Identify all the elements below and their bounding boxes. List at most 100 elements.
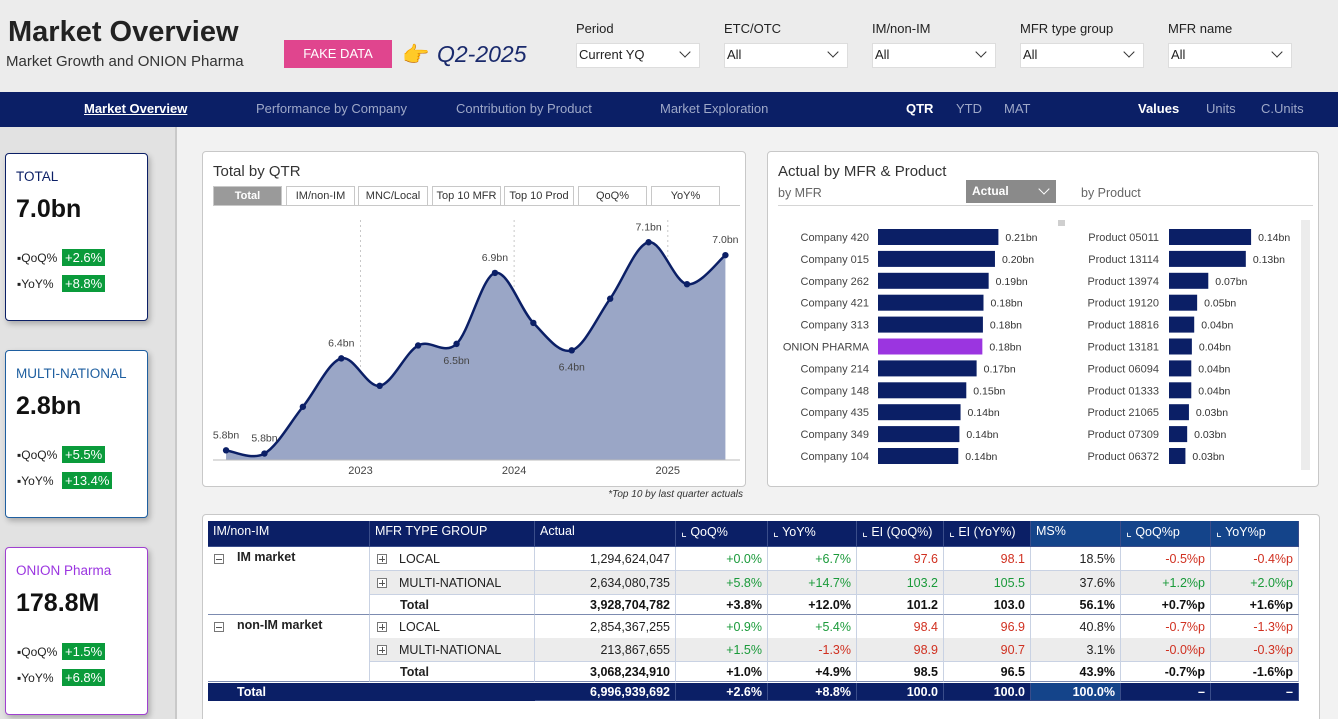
measure-selector[interactable]: [966, 180, 1056, 203]
column-header: ⌞ EI (QoQ%): [857, 521, 944, 547]
row-label: Total: [400, 664, 429, 679]
collapse-icon[interactable]: [214, 554, 224, 564]
group-label: IM market: [237, 550, 296, 564]
trend-line: [225, 241, 727, 458]
data-point: [414, 342, 422, 349]
period-toggle[interactable]: QTR: [906, 101, 934, 116]
scroll-thumb: [1058, 220, 1065, 226]
x-tick-label: 2025: [656, 465, 680, 477]
filter-dropdown[interactable]: [872, 43, 996, 68]
bar: [878, 404, 961, 421]
bar: [878, 250, 995, 267]
filter-value: All: [1023, 47, 1038, 62]
trend-tab[interactable]: IM/non-IM: [286, 186, 355, 205]
kpi-yoy-label: ▪YoY%: [17, 474, 54, 488]
kpi-value: 2.8bn: [16, 392, 82, 420]
table-cell: 103.0: [944, 595, 1031, 615]
table-cell: -1.3%: [768, 638, 857, 662]
kpi-value: 178.8M: [16, 589, 100, 617]
bar-category: Product 01333: [1087, 385, 1159, 397]
bar: [1169, 272, 1209, 289]
data-point: [606, 295, 614, 302]
kpi-qoq-label: ▪QoQ%: [17, 645, 58, 659]
expand-icon[interactable]: [377, 645, 387, 655]
expand-icon[interactable]: [377, 554, 387, 564]
trend-title: Total by QTR: [213, 163, 301, 180]
kpi-qoq-label: ▪QoQ%: [17, 448, 58, 462]
table-cell: 2,634,080,735: [535, 571, 676, 595]
bar: [1169, 426, 1188, 443]
total-label: Total: [237, 685, 266, 699]
type-cell: [370, 662, 535, 682]
data-point: [299, 403, 307, 410]
fake-data-badge: FAKE DATA: [284, 40, 392, 68]
filter-dropdown[interactable]: [724, 43, 848, 68]
table-cell: 103.2: [857, 571, 944, 595]
bar: [878, 316, 983, 333]
filter-dropdown[interactable]: [1168, 43, 1292, 68]
period-toggle[interactable]: YTD: [956, 101, 982, 116]
tab-underline: [213, 205, 740, 206]
bar: [1169, 229, 1252, 245]
table-cell: 96.5: [944, 662, 1031, 682]
filter-dropdown[interactable]: [576, 43, 700, 68]
filter-value: Current YQ: [579, 47, 645, 62]
type-cell: [370, 571, 535, 595]
table-cell: 56.1%: [1031, 595, 1121, 615]
table-cell: 213,867,655: [535, 638, 676, 662]
kpi-yoy-value: +6.8%: [62, 669, 106, 686]
bar-value-label: 0.07bn: [1215, 276, 1247, 288]
bar-category: Company 262: [801, 276, 870, 288]
bar-category: Product 07309: [1087, 429, 1159, 441]
row-label: MULTI-NATIONAL: [399, 575, 502, 590]
bar: [878, 448, 959, 464]
trend-tab[interactable]: YoY%: [651, 186, 720, 205]
data-label: 6.9bn: [482, 252, 508, 264]
trend-tab[interactable]: QoQ%: [578, 186, 647, 205]
kpi-value: 7.0bn: [16, 195, 82, 223]
kpi-label: TOTAL: [16, 169, 59, 184]
group-cell: [208, 615, 370, 682]
data-point: [568, 347, 575, 354]
trend-tab[interactable]: Top 10 Prod: [504, 186, 574, 205]
data-label: 6.4bn: [559, 361, 585, 373]
measure-toggle[interactable]: C.Units: [1261, 101, 1304, 116]
table-cell: +2.0%p: [1211, 571, 1299, 595]
table-cell: 97.6: [857, 547, 944, 571]
expand-icon[interactable]: [377, 578, 387, 588]
nav-tab[interactable]: Performance by Company: [256, 101, 408, 116]
expand-icon[interactable]: [377, 622, 387, 632]
table-cell: -0.4%p: [1211, 547, 1299, 571]
filter-label: ETC/OTC: [724, 21, 782, 36]
trend-tab[interactable]: Total: [213, 186, 282, 205]
bar: [878, 294, 984, 311]
kpi-card: [5, 153, 148, 321]
bar: [1169, 360, 1192, 377]
total-cell: –: [1211, 683, 1299, 701]
bar-value-label: 0.18bn: [990, 298, 1022, 310]
bar: [1169, 404, 1189, 421]
column-header: MFR TYPE GROUP: [370, 521, 535, 547]
measure-toggle[interactable]: Units: [1206, 101, 1236, 116]
kpi-label: ONION Pharma: [16, 563, 112, 578]
filter-dropdown[interactable]: [1020, 43, 1144, 68]
nav-tab[interactable]: Market Overview: [84, 101, 188, 116]
bar-category: Company 015: [801, 254, 870, 266]
bar-value-label: 0.21bn: [1005, 232, 1037, 244]
period-toggle[interactable]: MAT: [1004, 101, 1031, 116]
trend-tab[interactable]: MNC/Local: [358, 186, 428, 205]
trend-tab[interactable]: Top 10 MFR: [432, 186, 501, 205]
nav-tab[interactable]: Contribution by Product: [456, 101, 592, 116]
filter-label: MFR type group: [1020, 21, 1114, 36]
bar-value-label: 0.17bn: [984, 363, 1016, 375]
bar-category: Company 421: [801, 298, 870, 310]
bar-value-label: 0.13bn: [1253, 254, 1285, 266]
total-cell: +8.8%: [768, 683, 857, 701]
column-header: MS%: [1031, 521, 1121, 547]
nav-tab[interactable]: Market Exploration: [660, 101, 769, 116]
data-point: [530, 319, 537, 327]
measure-toggle[interactable]: Values: [1138, 101, 1180, 116]
bar-category: Company 148: [801, 385, 870, 397]
collapse-icon[interactable]: [214, 622, 224, 632]
